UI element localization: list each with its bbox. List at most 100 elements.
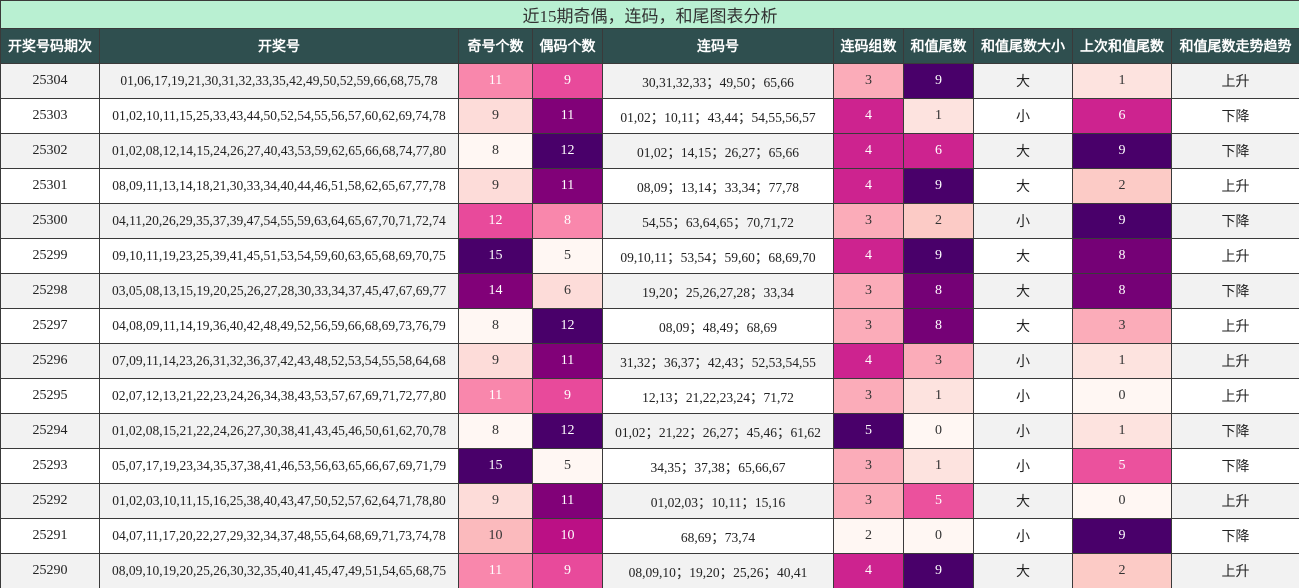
heatmap-cell: 11	[458, 378, 533, 414]
heatmap-cell: 3	[833, 308, 904, 344]
heatmap-cell: 11	[532, 168, 603, 204]
table-cell: 25300	[0, 203, 100, 239]
table-cell: 08,09,10；19,20；25,26；40,41	[602, 553, 834, 588]
table-row: 25300 04,11,20,26,29,35,37,39,47,54,55,59…	[0, 203, 1299, 239]
table-cell: 01,02,03,10,11,15,16,25,38,40,43,47,50,5…	[99, 483, 459, 519]
heatmap-cell: 9	[532, 378, 603, 414]
heatmap-cell: 8	[458, 133, 533, 169]
heatmap-cell: 6	[532, 273, 603, 309]
heatmap-cell: 2	[1072, 168, 1172, 204]
table-cell: 02,07,12,13,21,22,23,24,26,34,38,43,53,5…	[99, 378, 459, 414]
heatmap-cell: 11	[458, 63, 533, 99]
heatmap-cell: 5	[532, 448, 603, 484]
table-cell: 上升	[1170, 238, 1299, 274]
column-header: 连码号	[602, 28, 834, 64]
heatmap-cell: 9	[903, 168, 974, 204]
table-cell: 12,13；21,22,23,24；71,72	[602, 378, 834, 414]
heatmap-cell: 11	[532, 343, 603, 379]
column-header: 开奖号码期次	[0, 28, 100, 64]
table-cell: 01,02,08,15,21,22,24,26,27,30,38,41,43,4…	[99, 413, 459, 449]
heatmap-cell: 1	[1072, 343, 1172, 379]
heatmap-cell: 4	[833, 553, 904, 588]
table-cell: 04,08,09,11,14,19,36,40,42,48,49,52,56,5…	[99, 308, 459, 344]
heatmap-cell: 10	[532, 518, 603, 554]
table-row: 25293 05,07,17,19,23,34,35,37,38,41,46,53…	[0, 448, 1299, 484]
table-cell: 08,09,10,19,20,25,26,30,32,35,40,41,45,4…	[99, 553, 459, 588]
table-cell: 04,11,20,26,29,35,37,39,47,54,55,59,63,6…	[99, 203, 459, 239]
table-row: 25302 01,02,08,12,14,15,24,26,27,40,43,53…	[0, 133, 1299, 169]
table-cell: 25303	[0, 98, 100, 134]
heatmap-cell: 12	[458, 203, 533, 239]
heatmap-cell: 4	[833, 238, 904, 274]
heatmap-cell: 12	[532, 133, 603, 169]
table-cell: 上升	[1170, 168, 1299, 204]
table-cell: 上升	[1170, 63, 1299, 99]
table-row: 25297 04,08,09,11,14,19,36,40,42,48,49,52…	[0, 308, 1299, 344]
table-row: 25301 08,09,11,13,14,18,21,30,33,34,40,44…	[0, 168, 1299, 204]
heatmap-cell: 1	[903, 98, 974, 134]
table-cell: 09,10,11；53,54；59,60；68,69,70	[602, 238, 834, 274]
column-header: 开奖号	[99, 28, 459, 64]
table-cell: 30,31,32,33；49,50；65,66	[602, 63, 834, 99]
table-cell: 下降	[1170, 203, 1299, 239]
heatmap-cell: 9	[532, 553, 603, 588]
table-cell: 大	[973, 553, 1073, 588]
column-header: 上次和值尾数	[1072, 28, 1172, 64]
table-cell: 25297	[0, 308, 100, 344]
table-cell: 25302	[0, 133, 100, 169]
table-cell: 08,09；13,14；33,34；77,78	[602, 168, 834, 204]
table-cell: 04,07,11,17,20,22,27,29,32,34,37,48,55,6…	[99, 518, 459, 554]
heatmap-cell: 2	[903, 203, 974, 239]
table-cell: 25292	[0, 483, 100, 519]
heatmap-cell: 8	[1072, 273, 1172, 309]
table-cell: 大	[973, 273, 1073, 309]
table-cell: 小	[973, 518, 1073, 554]
table-cell: 大	[973, 308, 1073, 344]
heatmap-cell: 2	[1072, 553, 1172, 588]
table-row: 25295 02,07,12,13,21,22,23,24,26,34,38,43…	[0, 378, 1299, 414]
table-cell: 31,32；36,37；42,43；52,53,54,55	[602, 343, 834, 379]
heatmap-cell: 3	[903, 343, 974, 379]
table-cell: 01,02；10,11；43,44；54,55,56,57	[602, 98, 834, 134]
heatmap-cell: 1	[903, 378, 974, 414]
heatmap-cell: 0	[1072, 378, 1172, 414]
table-cell: 小	[973, 98, 1073, 134]
heatmap-cell: 9	[458, 168, 533, 204]
table-cell: 小	[973, 343, 1073, 379]
heatmap-cell: 3	[833, 203, 904, 239]
heatmap-cell: 8	[903, 273, 974, 309]
table-cell: 下降	[1170, 448, 1299, 484]
heatmap-cell: 14	[458, 273, 533, 309]
table-cell: 大	[973, 238, 1073, 274]
heatmap-cell: 5	[532, 238, 603, 274]
heatmap-cell: 15	[458, 448, 533, 484]
table-cell: 25301	[0, 168, 100, 204]
table-cell: 09,10,11,19,23,25,39,41,45,51,53,54,59,6…	[99, 238, 459, 274]
table-cell: 01,06,17,19,21,30,31,32,33,35,42,49,50,5…	[99, 63, 459, 99]
column-header: 和值尾数走势趋势	[1170, 28, 1299, 64]
table-cell: 大	[973, 483, 1073, 519]
heatmap-cell: 9	[1072, 203, 1172, 239]
table-cell: 小	[973, 413, 1073, 449]
heatmap-cell: 9	[458, 343, 533, 379]
table-cell: 05,07,17,19,23,34,35,37,38,41,46,53,56,6…	[99, 448, 459, 484]
heatmap-cell: 11	[532, 483, 603, 519]
table-row: 25298 03,05,08,13,15,19,20,25,26,27,28,30…	[0, 273, 1299, 309]
heatmap-cell: 0	[903, 518, 974, 554]
table-row: 25290 08,09,10,19,20,25,26,30,32,35,40,41…	[0, 553, 1299, 588]
table-cell: 小	[973, 203, 1073, 239]
table-cell: 34,35；37,38；65,66,67	[602, 448, 834, 484]
table-cell: 小	[973, 448, 1073, 484]
column-header: 奇号个数	[458, 28, 533, 64]
table-cell: 25295	[0, 378, 100, 414]
table-cell: 25293	[0, 448, 100, 484]
heatmap-cell: 4	[833, 343, 904, 379]
table-cell: 上升	[1170, 483, 1299, 519]
heatmap-cell: 11	[458, 553, 533, 588]
table-cell: 25296	[0, 343, 100, 379]
table-title: 近15期奇偶，连码，和尾图表分析	[0, 0, 1299, 29]
heatmap-cell: 5	[903, 483, 974, 519]
heatmap-cell: 3	[833, 483, 904, 519]
